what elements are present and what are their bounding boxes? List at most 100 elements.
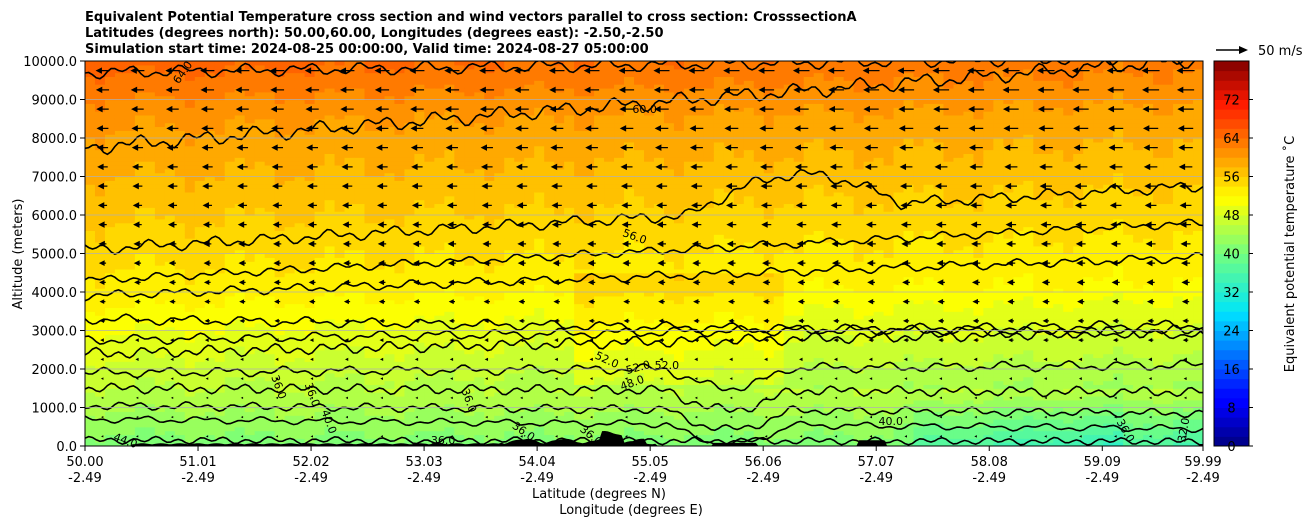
field-cell — [374, 103, 386, 108]
field-cell — [554, 392, 565, 397]
field-cell — [244, 307, 256, 312]
field-cell — [524, 103, 535, 108]
field-cell — [284, 91, 296, 97]
field-cell — [124, 284, 136, 289]
field-cell — [404, 134, 416, 139]
field-cell — [474, 76, 485, 81]
field-cell — [534, 361, 545, 366]
field-cell — [494, 384, 505, 389]
field-cell — [364, 191, 376, 197]
field-cell — [374, 295, 386, 301]
field-cell — [434, 87, 445, 93]
field-cell — [544, 407, 555, 412]
field-cell — [294, 215, 306, 220]
field-cell — [184, 342, 196, 347]
field-cell — [194, 95, 206, 101]
field-cell — [164, 349, 176, 355]
field-cell — [314, 422, 326, 428]
field-cell — [474, 172, 485, 178]
field-cell — [284, 61, 296, 66]
field-cell — [524, 126, 535, 131]
field-cell — [254, 376, 266, 382]
field-cell — [174, 203, 186, 208]
field-cell — [454, 357, 465, 362]
field-cell — [234, 215, 246, 220]
field-cell — [474, 80, 485, 85]
field-cell — [414, 134, 425, 139]
field-cell — [374, 334, 386, 339]
field-cell — [94, 161, 106, 166]
field-cell — [164, 157, 176, 162]
field-cell — [204, 345, 216, 351]
field-cell — [544, 157, 555, 162]
field-cell — [174, 241, 186, 247]
field-cell — [154, 303, 166, 308]
field-cell — [384, 234, 396, 239]
field-cell — [504, 188, 515, 193]
field-cell — [524, 284, 535, 289]
field-cell — [284, 145, 296, 151]
field-cell — [424, 114, 435, 120]
field-cell — [474, 126, 485, 131]
field-cell — [564, 365, 575, 370]
field-cell — [174, 134, 186, 139]
field-cell — [444, 272, 455, 278]
field-cell — [454, 107, 465, 112]
field-cell — [324, 411, 336, 416]
field-cell — [274, 407, 286, 412]
field-cell — [524, 430, 535, 436]
field-cell — [494, 238, 505, 243]
field-cell — [364, 249, 376, 255]
field-cell — [254, 249, 266, 255]
field-cell — [424, 349, 435, 355]
field-cell — [354, 188, 366, 193]
field-cell — [334, 230, 346, 235]
field-cell — [514, 426, 525, 432]
field-cell — [524, 72, 535, 77]
field-cell — [104, 230, 116, 235]
field-cell — [494, 349, 505, 355]
field-cell — [294, 157, 306, 162]
field-cell — [344, 211, 356, 216]
field-cell — [294, 87, 306, 93]
field-cell — [314, 353, 326, 359]
field-cell — [234, 392, 246, 397]
field-cell — [534, 61, 545, 66]
field-cell — [394, 207, 406, 212]
field-cell — [464, 369, 475, 374]
field-cell — [184, 157, 196, 162]
field-cell — [164, 61, 176, 66]
field-cell — [464, 292, 475, 297]
field-cell — [124, 149, 136, 154]
field-cell — [404, 111, 416, 116]
field-cell — [394, 87, 406, 93]
field-cell — [184, 284, 196, 289]
field-cell — [464, 211, 475, 216]
field-cell — [344, 80, 356, 85]
field-cell — [154, 203, 166, 208]
field-cell — [174, 276, 186, 282]
field-cell — [264, 326, 276, 332]
field-cell — [504, 265, 515, 270]
field-cell — [534, 388, 545, 393]
field-cell — [494, 430, 505, 436]
field-cell — [274, 76, 286, 81]
field-cell — [564, 207, 575, 212]
field-cell — [314, 111, 326, 116]
field-cell — [564, 64, 575, 70]
field-cell — [494, 114, 505, 120]
field-cell — [85, 218, 96, 224]
field-cell — [324, 207, 336, 212]
field-cell — [384, 222, 396, 228]
field-cell — [114, 411, 126, 416]
field-cell — [374, 153, 386, 158]
field-cell — [254, 311, 266, 316]
field-cell — [504, 184, 515, 189]
field-cell — [174, 80, 186, 85]
field-cell — [294, 222, 306, 228]
field-cell — [524, 172, 535, 178]
field-cell — [324, 365, 336, 370]
field-cell — [574, 199, 585, 205]
field-cell — [94, 215, 106, 220]
field-cell — [364, 199, 376, 205]
